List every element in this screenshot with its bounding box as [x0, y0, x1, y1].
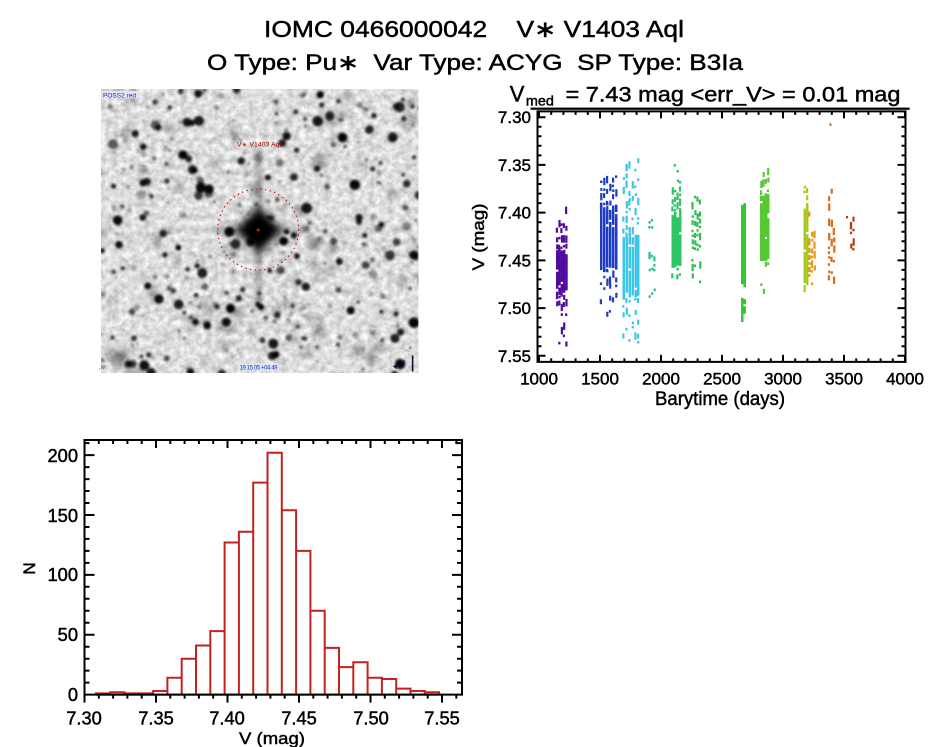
svg-text:0: 0: [68, 684, 78, 705]
svg-text:N: N: [20, 562, 39, 574]
svg-text:1500: 1500: [581, 369, 619, 388]
svg-text:7.30: 7.30: [498, 108, 531, 127]
svg-text:7.50: 7.50: [498, 299, 531, 318]
svg-text:O Type: Pu∗ Var Type: ACYG S: O Type: Pu∗ Var Type: ACYG SP Type: B3Ia: [207, 50, 744, 75]
svg-text:= 7.43 mag <err_V> = 0.01 mag: = 7.43 mag <err_V> = 0.01 mag: [566, 84, 901, 107]
svg-text:100: 100: [47, 564, 78, 585]
svg-text:V: V: [510, 82, 525, 107]
svg-text:3000: 3000: [764, 369, 802, 388]
svg-text:50: 50: [58, 624, 78, 645]
svg-text:200: 200: [47, 445, 78, 466]
svg-text:,w: ,w: [99, 365, 106, 371]
svg-text:V (mag): V (mag): [239, 729, 305, 747]
svg-text:7.40: 7.40: [209, 708, 245, 729]
svg-text:.^: .^: [407, 347, 412, 353]
svg-text:med: med: [526, 93, 554, 109]
svg-text:7.45: 7.45: [498, 251, 531, 270]
svg-text:7.50: 7.50: [353, 708, 389, 729]
svg-text:150: 150: [47, 505, 78, 526]
svg-text:7.35: 7.35: [138, 708, 174, 729]
svg-text:IOMC 0466000042 V∗ V1403 Aq: IOMC 0466000042 V∗ V1403 Aql: [264, 16, 684, 42]
svg-text:7.30: 7.30: [66, 708, 102, 729]
svg-text:2500: 2500: [703, 369, 741, 388]
svg-text:3500: 3500: [825, 369, 863, 388]
svg-text:V∗ V1403 Aql: V∗ V1403 Aql: [237, 143, 281, 149]
svg-text:7.45: 7.45: [281, 708, 317, 729]
svg-text:7.35: 7.35: [498, 156, 531, 175]
svg-text:2000: 2000: [642, 369, 680, 388]
svg-text:Barytime (days): Barytime (days): [655, 389, 785, 410]
svg-text:4000: 4000: [886, 369, 924, 388]
svg-text:POSS2 red: POSS2 red: [103, 93, 136, 100]
svg-text:7.55: 7.55: [498, 347, 531, 366]
svg-text:19 15 05 +04 49: 19 15 05 +04 49: [240, 366, 279, 372]
svg-text:7.40: 7.40: [498, 204, 531, 223]
svg-text:V (mag): V (mag): [469, 204, 488, 271]
svg-text:7.55: 7.55: [424, 708, 460, 729]
svg-text:1000: 1000: [520, 369, 558, 388]
